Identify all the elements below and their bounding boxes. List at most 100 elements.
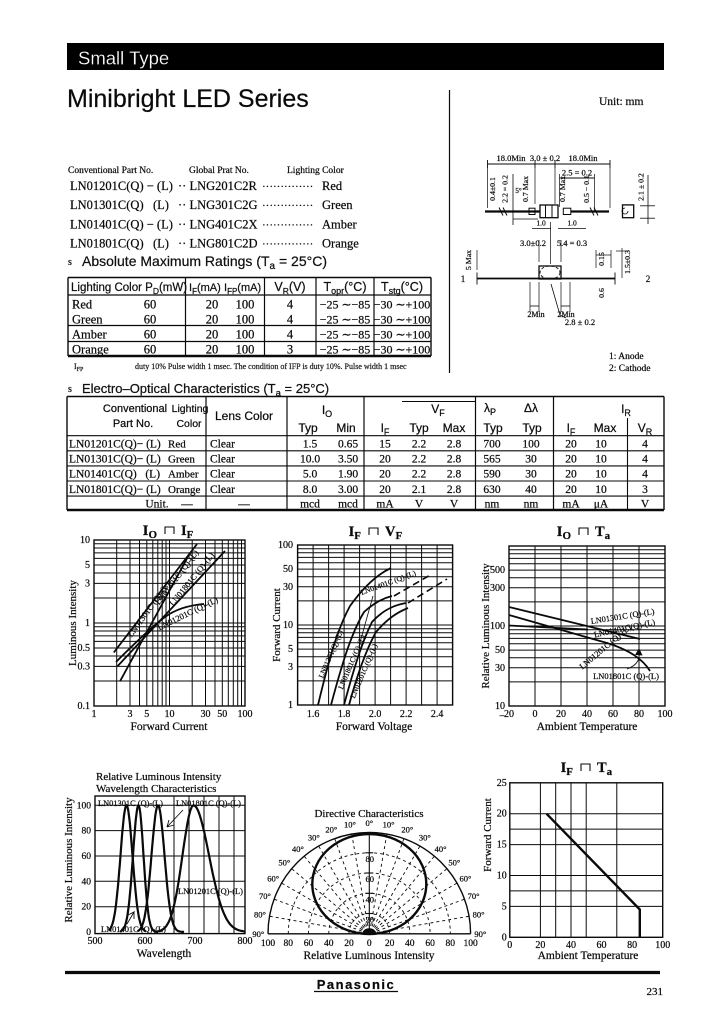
svg-text:Relative Luminous Intensity: Relative Luminous Intensity (304, 950, 435, 962)
svg-text:3: 3 (287, 343, 293, 357)
svg-text:2.2: 2.2 (412, 454, 427, 466)
svg-text:60: 60 (425, 939, 435, 949)
svg-text:Part No.: Part No. (113, 418, 153, 430)
svg-text:0.5: 0.5 (78, 643, 91, 654)
svg-text:500: 500 (490, 565, 505, 576)
svg-text:15: 15 (379, 439, 391, 451)
svg-text:Typ: Typ (483, 421, 503, 435)
svg-text:0.4±0.1: 0.4±0.1 (488, 177, 497, 201)
svg-text:2.0: 2.0 (369, 709, 382, 720)
svg-text:LN01301C(Q) (L): LN01301C(Q) (L) (70, 198, 169, 212)
svg-text:0.6: 0.6 (597, 288, 606, 298)
svg-text:0: 0 (533, 709, 538, 720)
svg-text:40°: 40° (435, 844, 447, 854)
svg-text:18.0Min: 18.0Min (496, 153, 526, 163)
svg-text:2.4: 2.4 (431, 709, 444, 720)
svg-text:s: s (68, 257, 72, 268)
svg-text:Lighting: Lighting (172, 403, 209, 415)
svg-text:Minibright LED Series: Minibright LED Series (67, 85, 309, 113)
svg-text:—: — (237, 499, 250, 511)
svg-text:20: 20 (366, 915, 375, 925)
svg-text:Electro–Optical Characteristic: Electro–Optical Characteristics (Ta = 25… (82, 381, 329, 399)
svg-text:Global Prat No.: Global Prat No. (189, 166, 249, 176)
svg-text:IF: IF (561, 760, 574, 778)
svg-text:0.15: 0.15 (597, 252, 606, 266)
svg-text:IF: IF (381, 421, 390, 437)
svg-text:LN01301C (Q)-(L): LN01301C (Q)-(L) (98, 799, 163, 808)
svg-text:VF: VF (385, 524, 402, 542)
svg-text:5: 5 (502, 901, 507, 912)
svg-text:20: 20 (565, 484, 577, 496)
svg-text:Unit: mm: Unit: mm (599, 96, 643, 108)
svg-text:50: 50 (283, 564, 293, 575)
svg-text:100: 100 (236, 298, 255, 312)
svg-text:5.0: 5.0 (303, 469, 318, 481)
svg-text:10°: 10° (383, 820, 395, 830)
svg-text:80: 80 (634, 709, 644, 720)
svg-text:IF(mA): IF(mA) (189, 282, 221, 296)
svg-text:LN01401C(Q) − (L): LN01401C(Q) − (L) (70, 217, 173, 231)
svg-text:100: 100 (238, 709, 253, 720)
svg-text:70°: 70° (259, 891, 271, 901)
svg-text:−30 ∼+100: −30 ∼+100 (374, 328, 431, 342)
svg-text:Clear: Clear (210, 484, 235, 496)
svg-text:20: 20 (379, 469, 391, 481)
svg-text:20: 20 (206, 313, 219, 327)
svg-text:Typ: Typ (298, 421, 318, 435)
svg-text:0.65: 0.65 (338, 439, 358, 451)
svg-text:50°: 50° (278, 858, 290, 868)
svg-text:Lighting Color: Lighting Color (287, 166, 345, 176)
svg-text:μA: μA (594, 499, 609, 511)
svg-text:10: 10 (283, 620, 293, 631)
svg-text:·· LNG301C2G: ·· LNG301C2G (178, 198, 258, 212)
svg-text:IO: IO (143, 523, 158, 541)
svg-text:20: 20 (565, 439, 577, 451)
svg-text:10: 10 (595, 484, 607, 496)
svg-text:Orange: Orange (322, 237, 359, 251)
svg-text:0°: 0° (365, 818, 373, 828)
svg-text:Absolute Maximum Ratings (Ta =: Absolute Maximum Ratings (Ta = 25°C) (82, 253, 327, 272)
svg-text:VF: VF (431, 402, 445, 418)
svg-text:Tstg(°C): Tstg(°C) (381, 280, 423, 296)
svg-text:20: 20 (535, 940, 545, 951)
svg-text:100: 100 (658, 709, 673, 720)
svg-text:−: − (499, 711, 505, 722)
svg-text:40°: 40° (292, 844, 304, 854)
svg-text:60: 60 (304, 939, 314, 949)
svg-text:λP: λP (484, 401, 496, 417)
svg-text:60°: 60° (459, 873, 471, 883)
svg-text:Conventional Part No.: Conventional Part No. (68, 166, 153, 176)
svg-text:1: 1 (92, 709, 97, 720)
svg-text:Wavelength: Wavelength (137, 948, 192, 960)
svg-text:10: 10 (165, 709, 175, 720)
svg-text:20: 20 (504, 709, 514, 720)
svg-text:1.5: 1.5 (303, 439, 318, 451)
svg-text:100: 100 (77, 801, 92, 811)
svg-text:100: 100 (278, 540, 293, 551)
svg-text:nm: nm (524, 499, 539, 511)
svg-text:700: 700 (483, 439, 501, 451)
svg-text:3: 3 (128, 709, 133, 720)
svg-text:mA: mA (562, 499, 580, 511)
svg-text:25: 25 (497, 778, 507, 789)
svg-text:mcd: mcd (300, 499, 320, 511)
svg-text:80: 80 (446, 939, 456, 949)
svg-text:Orange: Orange (168, 484, 200, 496)
svg-text:60: 60 (366, 874, 375, 884)
svg-text:50°: 50° (448, 858, 460, 868)
svg-text:−25 ∼−85: −25 ∼−85 (320, 298, 371, 312)
svg-text:10: 10 (595, 454, 607, 466)
svg-text:Amber: Amber (322, 217, 358, 231)
svg-text:—: — (180, 499, 193, 511)
svg-text:5.4 = 0.3: 5.4 = 0.3 (557, 238, 587, 248)
svg-text:Clear: Clear (210, 454, 235, 466)
svg-text:LN01801C (Q)-(L): LN01801C (Q)-(L) (176, 799, 241, 808)
svg-text:Green: Green (322, 198, 353, 212)
svg-text:Typ: Typ (409, 421, 429, 435)
svg-text:1: 1 (461, 274, 466, 284)
svg-text:Max: Max (443, 421, 466, 435)
svg-text:800: 800 (238, 936, 253, 947)
svg-text:0: 0 (86, 928, 91, 938)
svg-text:100: 100 (490, 621, 505, 632)
svg-text:50: 50 (495, 645, 505, 656)
